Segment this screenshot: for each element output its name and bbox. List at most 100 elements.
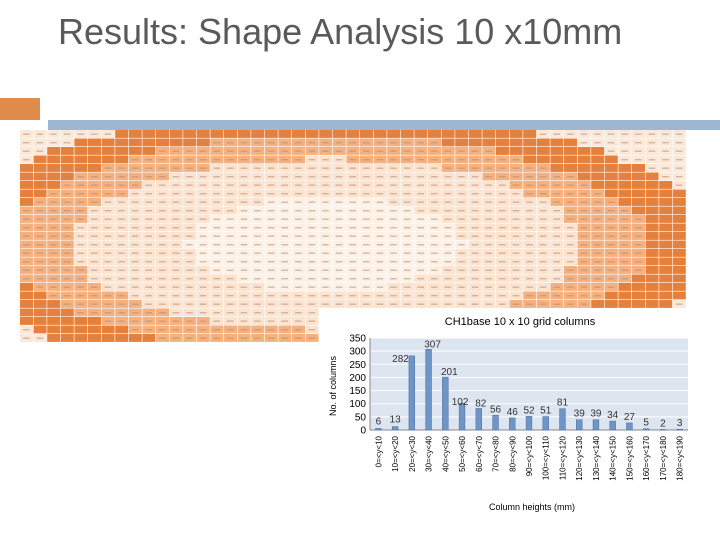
heatmap-cell-mark (131, 269, 139, 271)
heatmap-cell-mark (648, 142, 656, 144)
heatmap-cell-mark (580, 295, 588, 297)
heatmap-cell-mark (91, 150, 98, 152)
heatmap-cell-mark (91, 133, 98, 135)
heatmap-cell-mark (104, 176, 112, 178)
heatmap-cell-mark (199, 184, 207, 186)
heatmap-cell-mark (349, 142, 356, 144)
heatmap-cell-mark (77, 269, 84, 271)
heatmap-cell-mark (635, 227, 642, 229)
heatmap-cell-mark (36, 329, 44, 331)
heatmap-cell-mark (431, 159, 438, 161)
heatmap-cell-mark (159, 142, 166, 144)
heatmap-cell-mark (539, 269, 547, 271)
heatmap-cell-mark (458, 176, 465, 178)
heatmap-cell-mark (335, 159, 343, 161)
heatmap-cell-mark (662, 278, 669, 280)
heatmap-cell-mark (199, 295, 207, 297)
heatmap-cell-mark (240, 295, 248, 297)
heatmap-cell-mark (594, 201, 601, 203)
heatmap-cell-mark (91, 218, 98, 220)
heatmap-cell-mark (199, 227, 207, 229)
heatmap-cell-mark (675, 210, 683, 212)
heatmap-cell-mark (607, 142, 615, 144)
heatmap-cell-mark (227, 286, 234, 288)
heatmap-cell-mark (322, 252, 329, 254)
heatmap-cell-mark (91, 320, 98, 322)
heatmap-cell-mark (131, 176, 139, 178)
heatmap-cell-mark (186, 337, 193, 339)
heatmap-cell-mark (621, 244, 628, 246)
heatmap-cell-mark (431, 261, 438, 263)
heatmap-cell-mark (104, 210, 112, 212)
heatmap-cell-mark (213, 312, 220, 314)
data-label: 6 (376, 416, 382, 427)
heatmap-cell-mark (281, 278, 288, 280)
heatmap-cell-mark (267, 167, 275, 169)
x-tick-label: 180=<y<190 (676, 435, 685, 480)
heatmap-cell-mark (186, 320, 193, 322)
x-tick-label: 110=<y<120 (558, 435, 567, 480)
heatmap-cell-mark (471, 210, 479, 212)
heatmap-cell-mark (91, 337, 98, 339)
data-label: 82 (475, 398, 487, 409)
heatmap-cell-mark (594, 133, 601, 135)
heatmap-cell-mark (335, 210, 343, 212)
heatmap-cell-mark (662, 133, 669, 135)
heatmap-cell-mark (254, 252, 261, 254)
heatmap-cell-mark (553, 227, 560, 229)
heatmap-cell-mark (199, 286, 207, 288)
heatmap-cell-mark (526, 159, 533, 161)
heatmap-cell-mark (458, 193, 465, 195)
heatmap-cell-mark (512, 244, 520, 246)
heatmap-cell-mark (635, 167, 642, 169)
heatmap-cell-mark (648, 303, 656, 305)
heatmap-cell-mark (499, 252, 506, 254)
bar (391, 426, 399, 431)
heatmap-cell-mark (23, 176, 30, 178)
heatmap-cell-mark (308, 184, 316, 186)
heatmap-cell-mark (553, 218, 560, 220)
heatmap-cell-mark (648, 193, 656, 195)
heatmap-cell-mark (240, 261, 248, 263)
heatmap-cell-mark (526, 261, 533, 263)
heatmap-cell-mark (145, 210, 152, 212)
data-label: 27 (624, 412, 636, 423)
heatmap-cell-mark (471, 295, 479, 297)
heatmap-cell-mark (444, 244, 452, 246)
heatmap-cell-mark (499, 295, 506, 297)
heatmap-cell-mark (36, 184, 44, 186)
y-tick-label: 200 (349, 373, 366, 384)
heatmap-cell-mark (567, 184, 574, 186)
heatmap-cell-mark (172, 286, 180, 288)
heatmap-cell-mark (553, 201, 560, 203)
heatmap-cell-mark (675, 150, 683, 152)
heatmap-cell-mark (539, 193, 547, 195)
heatmap-cell-mark (63, 235, 71, 237)
heatmap-cell-mark (77, 227, 84, 229)
heatmap-cell-mark (512, 261, 520, 263)
heatmap-cell-mark (499, 286, 506, 288)
heatmap-cell-mark (227, 337, 234, 339)
heatmap-cell-mark (308, 261, 316, 263)
heatmap-cell-mark (499, 176, 506, 178)
heatmap-cell-mark (159, 227, 166, 229)
heatmap-cell-mark (23, 286, 30, 288)
heatmap-cell-mark (403, 227, 411, 229)
heatmap-cell-mark (91, 159, 98, 161)
heatmap-cell-mark (322, 235, 329, 237)
heatmap-cell-mark (199, 252, 207, 254)
heatmap-cell-mark (580, 261, 588, 263)
heatmap-cell-mark (458, 269, 465, 271)
heatmap-cell-mark (648, 295, 656, 297)
heatmap-cell-mark (567, 133, 574, 135)
heatmap-cell-mark (675, 176, 683, 178)
y-tick-label: 150 (349, 386, 366, 397)
bar (592, 419, 600, 431)
heatmap-cell-mark (145, 295, 152, 297)
heatmap-cell-mark (36, 159, 44, 161)
heatmap-cell-mark (295, 142, 302, 144)
heatmap-cell-mark (580, 278, 588, 280)
heatmap-cell-mark (526, 278, 533, 280)
heatmap-cell-mark (621, 176, 628, 178)
heatmap-cell-mark (36, 218, 44, 220)
